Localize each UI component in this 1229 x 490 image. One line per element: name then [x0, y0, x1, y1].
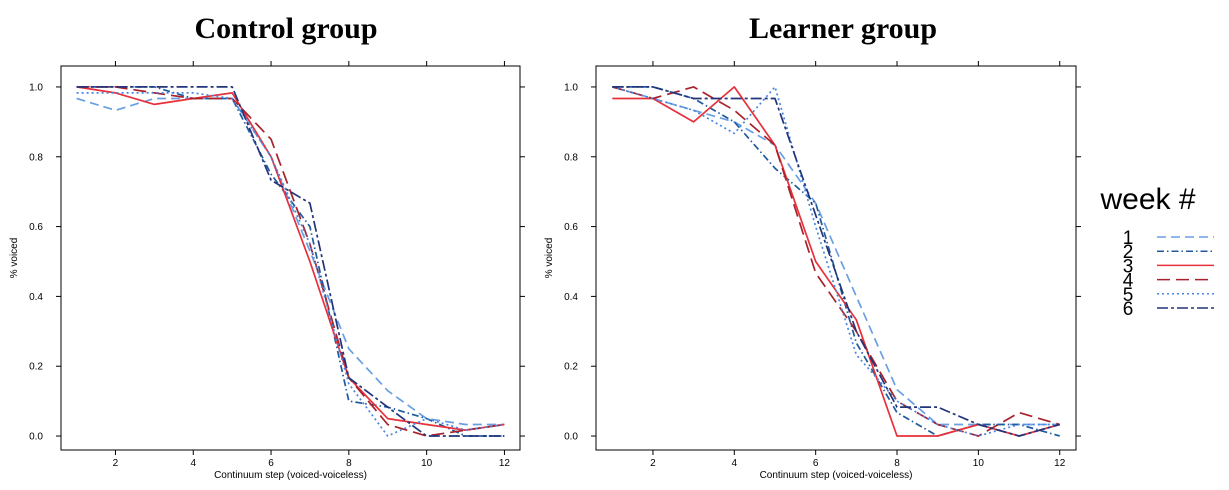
- x-axis-label: Continuum step (voiced-voiceless): [760, 470, 913, 481]
- legend-entry-label: 1: [1123, 228, 1134, 249]
- series-line-week-1: [612, 86, 1060, 426]
- y-tick-label: 0.0: [29, 432, 43, 443]
- series-line-week-5: [76, 92, 505, 437]
- chart-title: Control group: [194, 12, 377, 45]
- series-line-week-2: [612, 86, 1060, 437]
- series-line-week-2: [76, 86, 505, 437]
- x-tick-label: 8: [894, 458, 900, 469]
- y-tick-label: 0.4: [564, 292, 578, 303]
- series-line-week-4: [76, 86, 505, 437]
- series-line-week-3: [612, 86, 1060, 437]
- y-axis-label: % voiced: [9, 238, 20, 279]
- series-line-week-3: [76, 86, 505, 431]
- y-tick-label: 0.2: [564, 362, 578, 373]
- x-tick-label: 4: [190, 458, 196, 469]
- x-axis-label: Continuum step (voiced-voiceless): [214, 470, 367, 481]
- x-tick-label: 10: [973, 458, 985, 469]
- x-tick-label: 2: [113, 458, 119, 469]
- series-line-week-5: [612, 86, 1060, 437]
- y-tick-label: 0.8: [29, 152, 43, 163]
- legend-entry-label: 5: [1123, 285, 1134, 306]
- chart-title: Learner group: [749, 12, 937, 45]
- y-tick-label: 0.0: [564, 432, 578, 443]
- legend-entry-label: 6: [1123, 299, 1134, 320]
- x-tick-label: 12: [1054, 458, 1066, 469]
- x-tick-label: 6: [268, 458, 274, 469]
- series-line-week-1: [76, 97, 505, 426]
- y-tick-label: 0.2: [29, 362, 43, 373]
- plot-frame: [60, 65, 521, 451]
- x-tick-label: 2: [650, 458, 656, 469]
- x-tick-label: 8: [346, 458, 352, 469]
- y-axis-label: % voiced: [544, 238, 555, 279]
- x-tick-label: 4: [732, 458, 738, 469]
- series-line-week-6: [612, 86, 1060, 437]
- legend-title: week #: [1099, 183, 1195, 216]
- legend-entry-label: 2: [1123, 242, 1134, 263]
- legend-entry-label: 4: [1123, 271, 1134, 292]
- series-line-week-4: [612, 86, 1060, 437]
- y-tick-label: 1.0: [29, 82, 43, 93]
- plot-frame: [595, 65, 1077, 451]
- y-tick-label: 0.8: [564, 152, 578, 163]
- x-tick-label: 12: [499, 458, 511, 469]
- legend-entry-label: 3: [1123, 256, 1134, 277]
- series-line-week-6: [76, 86, 505, 437]
- control-group-panel: Control group 2 4 6 8 10 12 0.0 0.2 0.4 0.6 0.8 1.0 C…: [9, 12, 525, 481]
- y-tick-label: 0.4: [29, 292, 43, 303]
- learner-group-panel: Learner group 2 4 6 8 10 12 0.0 0.2 0.4 0.6 0.8 1.0 C…: [544, 12, 1081, 481]
- y-tick-label: 0.6: [29, 222, 43, 233]
- y-tick-label: 0.6: [564, 222, 578, 233]
- y-tick-label: 1.0: [564, 82, 578, 93]
- x-tick-label: 6: [813, 458, 819, 469]
- x-tick-label: 10: [421, 458, 433, 469]
